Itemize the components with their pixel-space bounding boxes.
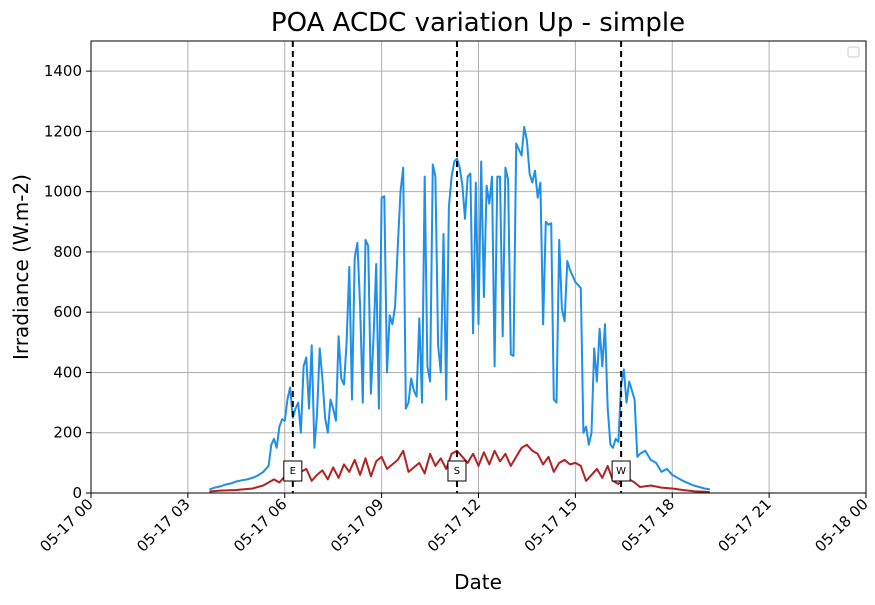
- legend-box: [847, 46, 860, 58]
- y-tick-label: 1400: [44, 62, 82, 80]
- y-tick-label: 200: [53, 424, 82, 442]
- y-tick-label: 0: [72, 484, 82, 502]
- x-tick-label: 05-17 09: [327, 495, 387, 555]
- x-tick-label: 05-17 00: [36, 495, 96, 555]
- vertical-marker-label: E: [290, 466, 296, 477]
- vertical-marker-box: [611, 460, 631, 482]
- x-tick-label: 05-17 15: [521, 495, 581, 555]
- y-tick-label: 1200: [44, 122, 82, 140]
- vertical-marker-box: [447, 460, 467, 482]
- series-line-2: [209, 443, 710, 494]
- y-axis-ticks: 0 200 400 600 800 1000 1200 1400: [44, 62, 91, 502]
- x-tick-label: 05-18 00: [811, 495, 871, 555]
- y-axis-label: Irradiance (W.m-2): [9, 174, 33, 360]
- x-tick-label: 05-17 12: [424, 495, 484, 555]
- x-tick-label: 05-17 21: [715, 495, 775, 555]
- x-tick-label: 05-17 06: [230, 495, 290, 555]
- vertical-marker-label: W: [616, 466, 626, 477]
- y-tick-label: 600: [53, 303, 82, 321]
- chart-title: POA ACDC variation Up - simple: [271, 8, 685, 38]
- y-tick-label: 1000: [44, 183, 82, 201]
- series-layer: [209, 125, 711, 494]
- vertical-marker-box: [283, 460, 303, 482]
- x-tick-label: 05-17 18: [618, 495, 678, 555]
- y-tick-label: 800: [53, 243, 82, 261]
- x-axis-label: Date: [454, 570, 502, 594]
- series-line-1: [209, 125, 711, 491]
- x-tick-label: 05-17 03: [133, 495, 193, 555]
- y-tick-label: 400: [53, 363, 82, 381]
- x-axis-ticks: 05-17 00 05-17 03 05-17 06 05-17 09 05-17 12…: [36, 493, 872, 556]
- vertical-marker-label: S: [454, 466, 460, 477]
